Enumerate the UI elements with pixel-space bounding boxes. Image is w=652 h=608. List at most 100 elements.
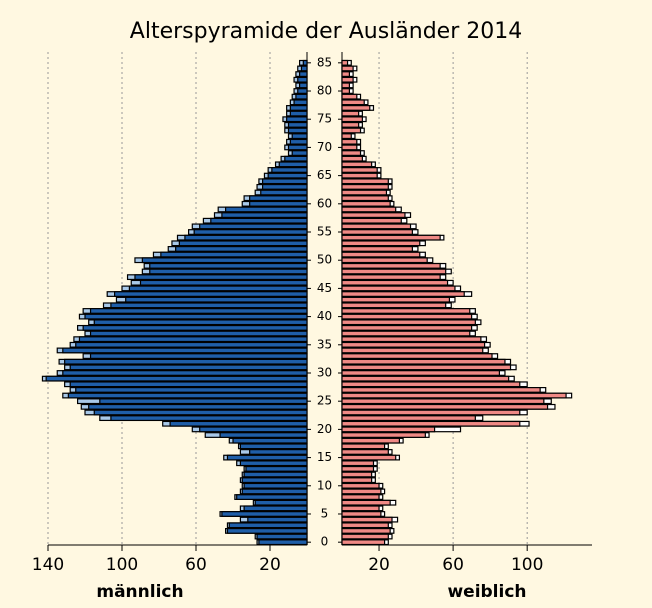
bar bbox=[295, 93, 308, 100]
bar bbox=[88, 403, 308, 410]
bar bbox=[341, 426, 436, 433]
bar bbox=[258, 539, 308, 546]
bar bbox=[139, 279, 308, 286]
bar bbox=[341, 494, 380, 500]
bar bbox=[341, 161, 373, 168]
bar bbox=[262, 183, 308, 190]
bar bbox=[341, 274, 441, 281]
bar bbox=[341, 482, 380, 489]
bar bbox=[271, 167, 308, 173]
bar bbox=[341, 93, 358, 100]
y-tick-label: 70 bbox=[317, 140, 332, 154]
bar bbox=[341, 183, 389, 190]
y-tick-label: 40 bbox=[317, 309, 332, 323]
bar bbox=[341, 539, 386, 546]
bar bbox=[341, 420, 521, 427]
bar bbox=[341, 403, 549, 410]
y-tick-label: 60 bbox=[317, 196, 332, 210]
bar bbox=[341, 285, 456, 292]
bar bbox=[341, 387, 541, 393]
bar bbox=[254, 499, 308, 506]
bar bbox=[302, 59, 308, 66]
bar bbox=[341, 527, 391, 534]
bar bbox=[226, 527, 308, 534]
bar bbox=[341, 268, 447, 275]
bar bbox=[341, 443, 386, 450]
bar bbox=[341, 155, 363, 162]
bar bbox=[247, 516, 308, 523]
bar bbox=[249, 200, 308, 207]
bar bbox=[245, 465, 308, 472]
bar bbox=[341, 392, 567, 399]
y-tick-label: 80 bbox=[317, 84, 332, 98]
bar bbox=[341, 217, 402, 224]
bar bbox=[228, 522, 308, 529]
bar bbox=[256, 533, 308, 540]
bar bbox=[110, 302, 308, 309]
x-axis-label: weiblich bbox=[447, 582, 526, 602]
bar bbox=[286, 116, 308, 123]
bar bbox=[341, 375, 510, 382]
y-tick-label: 65 bbox=[317, 168, 332, 182]
bar bbox=[299, 71, 308, 78]
bar bbox=[149, 262, 308, 269]
bar bbox=[291, 133, 308, 140]
bar bbox=[341, 212, 406, 218]
bar bbox=[341, 65, 354, 72]
bar bbox=[341, 302, 447, 309]
bar bbox=[341, 533, 389, 540]
bar bbox=[175, 246, 308, 252]
bar bbox=[89, 308, 308, 314]
bar bbox=[110, 415, 308, 422]
bar bbox=[160, 251, 308, 258]
bar bbox=[341, 206, 397, 213]
x-tick-label: 20 bbox=[368, 555, 390, 575]
bar bbox=[341, 324, 473, 331]
bar bbox=[341, 200, 391, 207]
bar bbox=[341, 88, 351, 94]
bar bbox=[341, 341, 486, 348]
bar bbox=[289, 105, 308, 111]
bar bbox=[341, 279, 449, 286]
bar bbox=[341, 121, 360, 128]
bar bbox=[341, 195, 389, 202]
y-tick-label: 20 bbox=[317, 422, 332, 436]
bar bbox=[341, 99, 365, 106]
bar bbox=[199, 426, 308, 433]
bar bbox=[199, 223, 308, 230]
bar bbox=[341, 477, 373, 484]
bar bbox=[243, 505, 308, 512]
bar bbox=[341, 71, 351, 78]
bar bbox=[169, 420, 308, 427]
bar bbox=[210, 217, 308, 224]
bar bbox=[178, 240, 308, 247]
bar bbox=[341, 347, 484, 354]
bar bbox=[128, 285, 308, 292]
bar bbox=[341, 105, 371, 111]
bar bbox=[341, 313, 473, 320]
bar bbox=[219, 432, 308, 438]
bar bbox=[62, 347, 308, 354]
bar bbox=[241, 477, 308, 484]
bar bbox=[341, 240, 421, 247]
bar bbox=[297, 88, 308, 94]
bar bbox=[82, 324, 308, 331]
bar bbox=[341, 246, 413, 252]
bar bbox=[341, 116, 363, 123]
bar bbox=[239, 443, 308, 450]
x-tick-label: 140 bbox=[32, 555, 64, 575]
bar bbox=[341, 82, 351, 89]
bar bbox=[341, 178, 389, 185]
bar bbox=[341, 432, 426, 438]
bar bbox=[93, 319, 308, 326]
bar bbox=[341, 353, 493, 359]
bar bbox=[249, 195, 308, 202]
bar bbox=[341, 144, 358, 151]
bar bbox=[341, 511, 382, 517]
bar bbox=[341, 409, 521, 416]
bar bbox=[125, 296, 308, 303]
bar bbox=[236, 494, 308, 500]
bar bbox=[241, 488, 308, 495]
bar bbox=[299, 82, 308, 89]
